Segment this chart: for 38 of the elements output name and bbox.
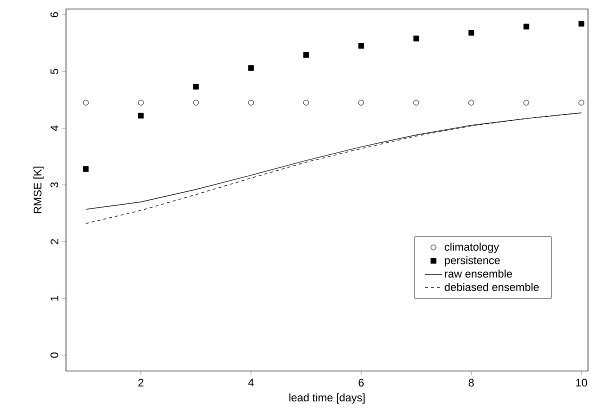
legend-label: persistence (444, 256, 500, 266)
legend-label: debiased ensemble (444, 282, 539, 292)
point (193, 84, 199, 90)
y-tick-label: 4 (50, 125, 58, 131)
x-tick-label: 4 (248, 378, 254, 386)
y-tick-label: 6 (50, 12, 58, 18)
x-axis-title: lead time [days] (289, 393, 365, 404)
point (248, 100, 254, 106)
x-tick-label: 10 (576, 378, 588, 387)
x-tick-label: 2 (138, 378, 144, 386)
point (578, 20, 584, 27)
point (82, 100, 89, 106)
point (138, 100, 144, 106)
point (193, 100, 199, 106)
point (248, 65, 254, 71)
legend-label: climatology (444, 242, 500, 253)
point (413, 36, 420, 42)
point (138, 112, 144, 119)
legend-label: raw ensemble (445, 270, 512, 278)
y-axis-title: RMSE [K] (33, 166, 44, 214)
point (358, 43, 364, 49)
point (524, 100, 530, 106)
point (303, 100, 309, 106)
point (358, 100, 364, 106)
point (578, 100, 584, 106)
point (524, 24, 530, 30)
y-tick-label: 1 (50, 296, 58, 301)
y-tick-label: 2 (50, 239, 58, 244)
point (468, 30, 474, 36)
x-tick-label: 6 (358, 378, 364, 387)
point (303, 52, 309, 58)
x-tick-label: 8 (468, 378, 474, 387)
point (468, 100, 474, 106)
y-tick-label: 0 (50, 352, 58, 358)
y-tick-label: 5 (50, 68, 58, 74)
point (82, 166, 89, 172)
y-tick-label: 3 (50, 182, 58, 188)
point (413, 100, 420, 106)
